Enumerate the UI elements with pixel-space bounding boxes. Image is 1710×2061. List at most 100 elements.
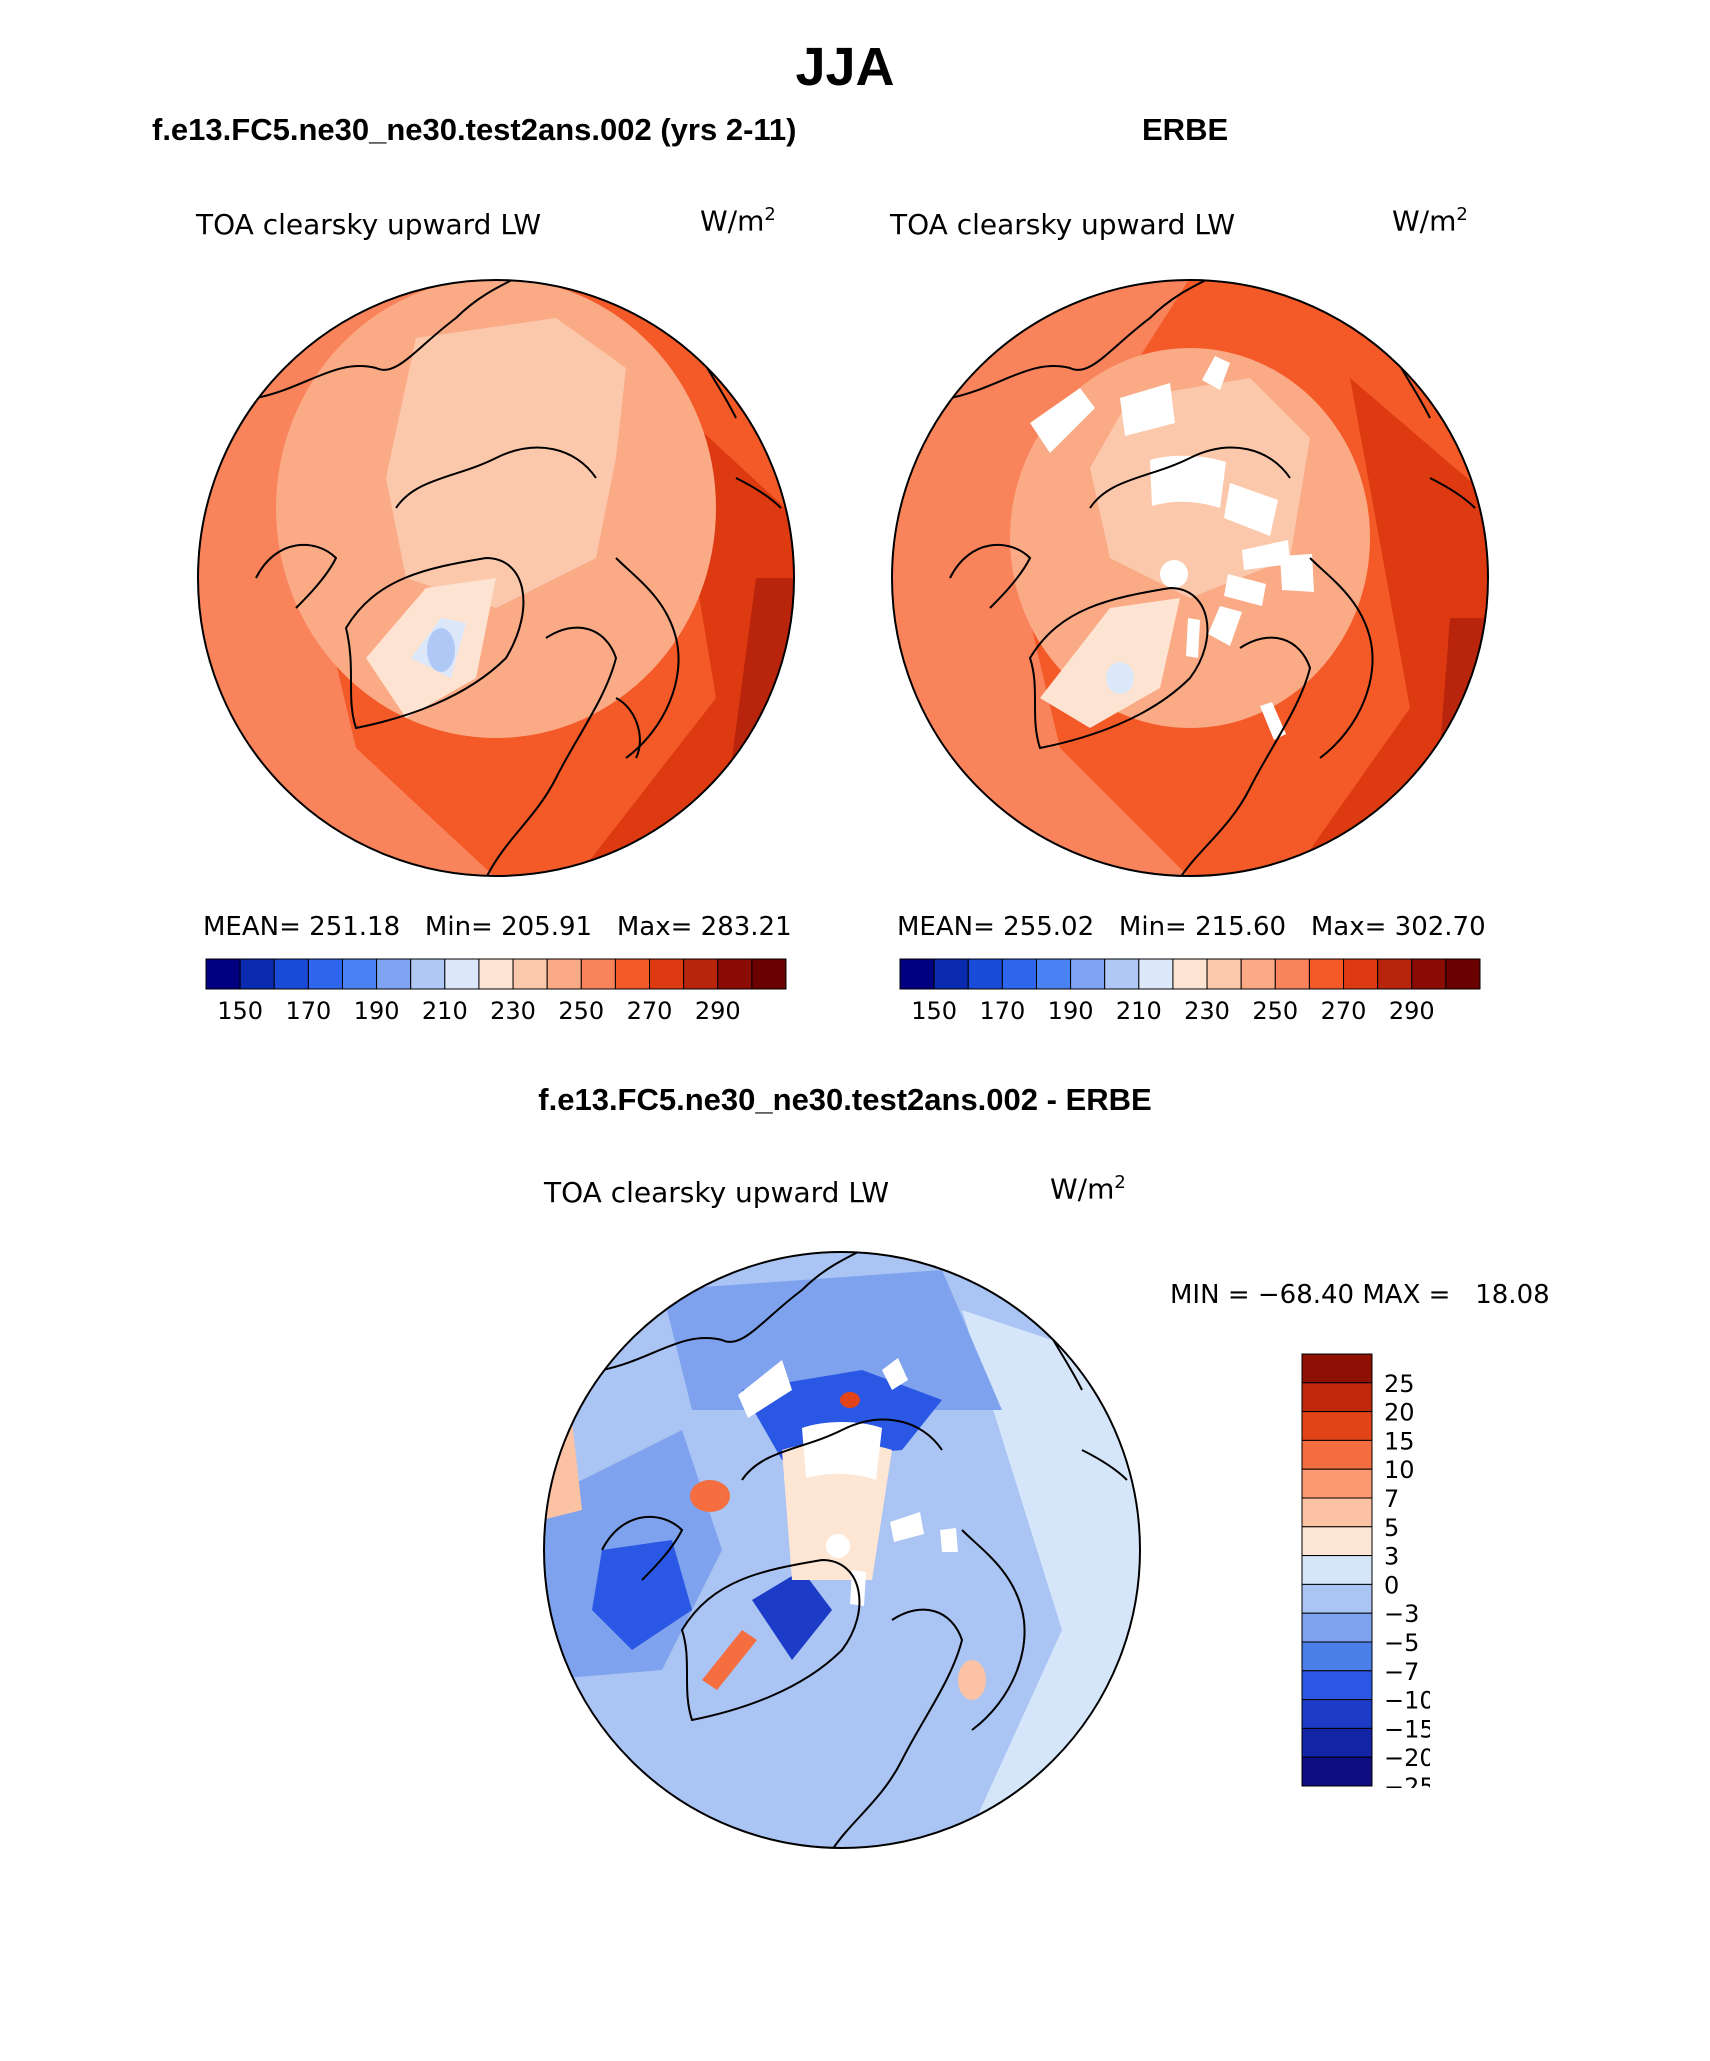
- panel3-colorbar-label: −3: [1384, 1600, 1419, 1628]
- panel3-colorbar-swatch: [1301, 1468, 1373, 1499]
- p3-field-north-strong: [742, 1370, 942, 1460]
- panel3-units-base: W/m: [1050, 1172, 1115, 1206]
- panel3-colorbar-swatch: [1301, 1583, 1373, 1614]
- panel2-colorbar-swatch: [1240, 958, 1276, 990]
- panel2-colorbar-swatch: [1172, 958, 1208, 990]
- panel2-colorbar-swatch: [1411, 958, 1447, 990]
- p2-missing-block-5: [1224, 483, 1278, 536]
- panel2-colorbar-swatch: [1035, 958, 1072, 990]
- panel2-colorbar-swatch: [967, 958, 1003, 990]
- p1-map-border: [197, 279, 795, 877]
- p3-field-canada-warm: [690, 1480, 730, 1512]
- panel1-colorbar-tick-label: 230: [490, 997, 536, 1023]
- panel3-colorbar-label: 0: [1384, 1571, 1399, 1599]
- panel3-colorbar-swatch: [1301, 1699, 1373, 1729]
- panel2-polar-map: [891, 279, 1489, 877]
- p2-missing-block-9: [1208, 606, 1242, 646]
- panel3-colorbar-label: 3: [1384, 1543, 1399, 1571]
- panel2-colorbar-swatch: [1377, 958, 1413, 990]
- panel2-colorbar: 150 170 190 210 230 250 270 290: [899, 958, 1481, 1023]
- panel2-colorbar-tick-label: 170: [979, 997, 1025, 1023]
- panel3-colorbar-label: −20: [1384, 1744, 1430, 1772]
- p1-field-west: [198, 280, 496, 876]
- p3-field-siberia-warm: [840, 1392, 860, 1408]
- p3-field-north-mid: [662, 1270, 1002, 1410]
- panel3-colorbar-label: 5: [1384, 1514, 1399, 1542]
- panel1-colorbar-swatch: [751, 958, 787, 990]
- panel3-colorbar-label: −7: [1384, 1658, 1419, 1686]
- panel1-colorbar-tick-label: 210: [422, 997, 468, 1023]
- panel2-colorbar-swatch: [1445, 958, 1481, 990]
- p1-field-ice-cap: [427, 628, 455, 672]
- panel1-colorbar-swatch: [273, 958, 309, 990]
- panel1-colorbar-swatch: [717, 958, 753, 990]
- panel3-colorbar-label: −5: [1384, 1629, 1419, 1657]
- p2-missing-block-11: [1260, 702, 1286, 740]
- p3-pole-hole: [826, 1534, 850, 1558]
- panel3-colorbar-label: 10: [1384, 1456, 1415, 1484]
- panel1-colorbar-swatch: [649, 958, 685, 990]
- p2-missing-block-8: [1224, 574, 1266, 606]
- p3-field-greenland-west: [592, 1540, 692, 1650]
- p2-missing-block-1: [1030, 388, 1095, 453]
- panel3-colorbar-label: 25: [1384, 1370, 1415, 1398]
- panel1-units-label: W/m2: [700, 204, 776, 237]
- panel1-colorbar-swatch: [410, 958, 446, 990]
- panel3-colorbar-label: 15: [1384, 1427, 1415, 1455]
- panel1-colorbar-swatch: [341, 958, 378, 990]
- panel3-colorbar-label: −15: [1384, 1715, 1430, 1743]
- panel1-colorbar-swatch: [614, 958, 651, 990]
- panel2-colorbar-swatch: [1274, 958, 1310, 990]
- panel3-colorbar-label: 20: [1384, 1399, 1415, 1427]
- panel2-title: ERBE: [1142, 112, 1229, 147]
- panel3-colorbar-swatch: [1301, 1439, 1373, 1470]
- p3-field-greenland-coast: [702, 1630, 757, 1690]
- panel3-stats: MIN = −68.40 MAX = 18.08: [1170, 1280, 1550, 1310]
- p2-field-ice-cap: [1106, 662, 1134, 694]
- panel3-colorbar-swatch: [1301, 1756, 1373, 1787]
- p3-missing-block-5: [940, 1528, 958, 1552]
- panel1-colorbar-tick-label: 270: [627, 997, 673, 1023]
- panel1-colorbar-swatch: [478, 958, 514, 990]
- panel2-colorbar-swatch: [1206, 958, 1242, 990]
- season-title: JJA: [795, 37, 895, 97]
- panel2-colorbar-tick-label: 190: [1048, 997, 1094, 1023]
- panel3-colorbar-swatch: [1301, 1555, 1373, 1585]
- panel3-title: f.e13.FC5.ne30_ne30.test2ans.002 - ERBE: [538, 1082, 1152, 1117]
- panel3-polar-map: [543, 1251, 1141, 1849]
- p1-field-arctic: [386, 318, 626, 608]
- panel3-colorbar-swatch: [1301, 1641, 1373, 1672]
- panel1-colorbar-swatch: [444, 958, 480, 990]
- panel3-variable-label: TOA clearsky upward LW: [544, 1176, 890, 1209]
- panel1-variable-label: TOA clearsky upward LW: [196, 208, 542, 241]
- panel3-colorbar-swatch: [1301, 1727, 1373, 1758]
- panel1-colorbar-swatch: [546, 958, 582, 990]
- panel1-colorbar-swatch: [512, 958, 548, 990]
- p2-pole-hole: [1160, 560, 1188, 588]
- p2-field-greenland: [1040, 598, 1180, 728]
- panel2-colorbar-tick-label: 230: [1184, 997, 1230, 1023]
- panel3-colorbar-swatch: [1301, 1526, 1373, 1557]
- panel1-colorbar-swatch: [307, 958, 343, 990]
- panel2-colorbar-swatch: [899, 958, 935, 990]
- panel2-stats: MEAN= 255.02 Min= 215.60 Max= 302.70: [897, 912, 1486, 942]
- panel2-colorbar-tick-label: 270: [1321, 997, 1367, 1023]
- panel3-colorbar-swatch: [1301, 1353, 1373, 1384]
- panel1-colorbar-tick-label: 170: [285, 997, 331, 1023]
- panel1-units-base: W/m: [700, 204, 765, 238]
- panel2-colorbar-swatch: [1138, 958, 1174, 990]
- panel3-colorbar-swatch: [1301, 1670, 1373, 1701]
- panel3-colorbar-swatch: [1301, 1612, 1373, 1643]
- p3-missing-block-4: [890, 1512, 924, 1542]
- panel1-colorbar-tick-label: 150: [217, 997, 263, 1023]
- p2-missing-block-6: [1242, 540, 1290, 570]
- panel1-colorbar-tick-label: 190: [354, 997, 400, 1023]
- panel1-colorbar-swatch: [376, 958, 412, 990]
- panel1-colorbar-tick-label: 290: [695, 997, 741, 1023]
- p3-field-atlantic-warm: [958, 1660, 986, 1700]
- panel2-colorbar-tick-label: 210: [1116, 997, 1162, 1023]
- panel2-colorbar-swatch: [1070, 958, 1106, 990]
- p3-field-greenland-core: [752, 1570, 832, 1660]
- panel2-colorbar-swatch: [1001, 958, 1037, 990]
